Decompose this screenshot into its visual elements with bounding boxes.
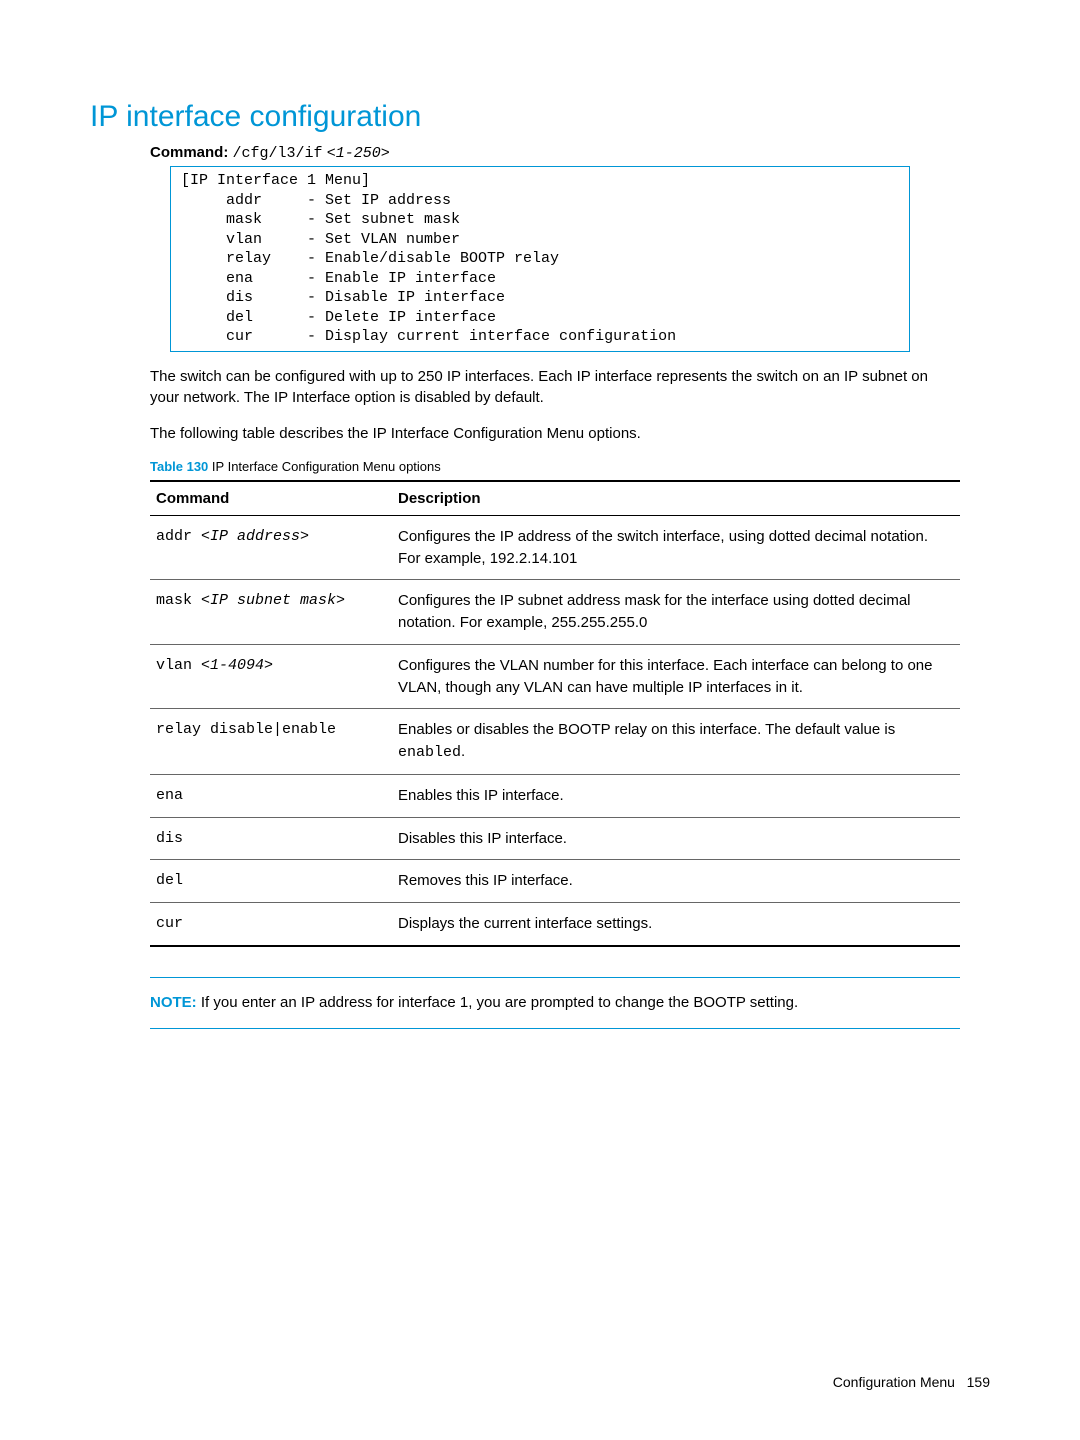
cmd-cell: relay disable|enable xyxy=(150,709,392,775)
desc-cell: Displays the current interface settings. xyxy=(392,903,960,946)
table-row: del Removes this IP interface. xyxy=(150,860,960,903)
cmd-cell: del xyxy=(150,860,392,903)
table-header-row: Command Description xyxy=(150,481,960,516)
table-row: cur Displays the current interface setti… xyxy=(150,903,960,946)
cmd-cell: cur xyxy=(150,903,392,946)
paragraph-1: The switch can be configured with up to … xyxy=(150,366,960,410)
table-caption: Table 130 IP Interface Configuration Men… xyxy=(150,459,990,474)
terminal-box: [IP Interface 1 Menu] addr - Set IP addr… xyxy=(170,166,910,352)
command-line: Command: /cfg/l3/if <1-250> xyxy=(150,144,990,162)
col-command: Command xyxy=(150,481,392,516)
cmd-cell: mask <IP subnet mask> xyxy=(150,580,392,645)
footer-page: 159 xyxy=(967,1374,990,1390)
table-row: vlan <1-4094> Configures the VLAN number… xyxy=(150,644,960,709)
cmd-cell: ena xyxy=(150,774,392,817)
table-caption-text: IP Interface Configuration Menu options xyxy=(212,459,441,474)
cmd-cell: vlan <1-4094> xyxy=(150,644,392,709)
desc-cell: Configures the IP subnet address mask fo… xyxy=(392,580,960,645)
page: IP interface configuration Command: /cfg… xyxy=(0,0,1080,1440)
desc-cell: Disables this IP interface. xyxy=(392,817,960,860)
paragraph-2: The following table describes the IP Int… xyxy=(150,423,960,445)
table-row: ena Enables this IP interface. xyxy=(150,774,960,817)
page-footer: Configuration Menu 159 xyxy=(833,1374,990,1390)
table-number: Table 130 xyxy=(150,459,208,474)
desc-cell: Configures the VLAN number for this inte… xyxy=(392,644,960,709)
note-text: If you enter an IP address for interface… xyxy=(201,994,798,1011)
desc-cell: Enables this IP interface. xyxy=(392,774,960,817)
page-title: IP interface configuration xyxy=(90,100,990,134)
desc-cell: Enables or disables the BOOTP relay on t… xyxy=(392,709,960,775)
table-row: relay disable|enable Enables or disables… xyxy=(150,709,960,775)
table-row: dis Disables this IP interface. xyxy=(150,817,960,860)
desc-cell: Removes this IP interface. xyxy=(392,860,960,903)
command-label: Command: xyxy=(150,144,228,161)
footer-section: Configuration Menu xyxy=(833,1374,955,1390)
table-row: mask <IP subnet mask> Configures the IP … xyxy=(150,580,960,645)
note-box: NOTE: If you enter an IP address for int… xyxy=(150,977,960,1029)
cmd-cell: dis xyxy=(150,817,392,860)
cmd-cell: addr <IP address> xyxy=(150,515,392,580)
col-description: Description xyxy=(392,481,960,516)
desc-cell: Configures the IP address of the switch … xyxy=(392,515,960,580)
command-path: /cfg/l3/if xyxy=(233,145,323,162)
table-row: addr <IP address> Configures the IP addr… xyxy=(150,515,960,580)
note-label: NOTE: xyxy=(150,994,197,1011)
command-arg: <1-250> xyxy=(327,145,390,162)
options-table: Command Description addr <IP address> Co… xyxy=(150,480,960,947)
